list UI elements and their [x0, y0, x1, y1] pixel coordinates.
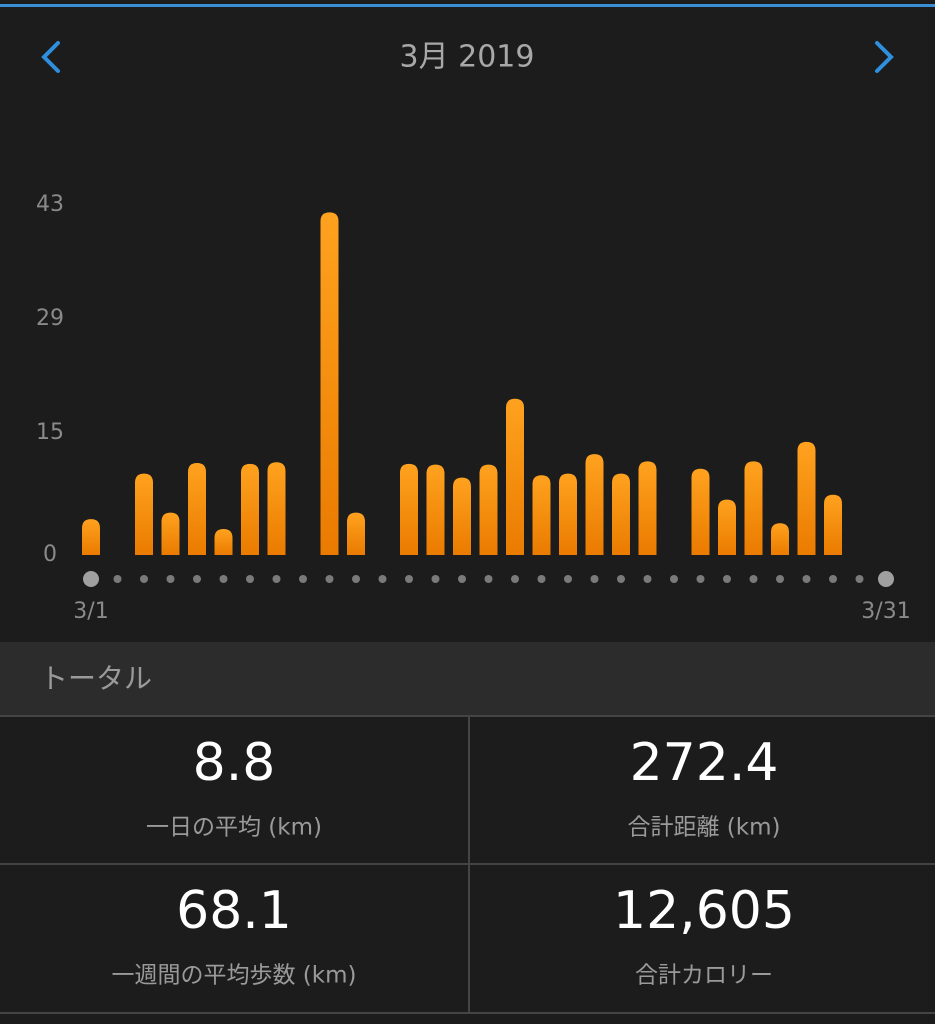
total-label: 一週間の平均歩数 (km): [112, 963, 357, 989]
day-dot: [855, 575, 864, 583]
day-dot: [272, 575, 281, 583]
bar: [453, 477, 471, 555]
top-accent: [0, 4, 935, 7]
day-dot: [537, 575, 546, 583]
day-dot: [878, 571, 894, 587]
x-tick-label: 3/1: [73, 599, 108, 624]
day-dot: [829, 575, 837, 583]
day-dot: [140, 575, 148, 583]
day-dot: [113, 575, 122, 583]
day-dot: [83, 571, 99, 587]
y-tick-label: 43: [36, 192, 64, 217]
day-dot: [219, 575, 228, 583]
prev-arrow[interactable]: [41, 41, 60, 73]
day-dot: [749, 575, 758, 583]
bar: [585, 454, 604, 555]
day-dot: [643, 575, 652, 583]
bar: [479, 464, 498, 555]
bar: [320, 212, 339, 556]
day-dot: [776, 575, 784, 583]
bar: [797, 441, 816, 555]
total-value: 12,605: [613, 881, 795, 941]
day-dot: [511, 575, 519, 583]
bar: [82, 519, 100, 555]
section-title: トータル: [40, 662, 152, 695]
bar: [241, 463, 259, 555]
day-dot: [166, 575, 175, 583]
day-dot: [617, 575, 625, 583]
bar: [400, 463, 418, 555]
total-label: 合計距離 (km): [628, 815, 781, 841]
day-dot: [246, 575, 254, 583]
day-dot: [484, 575, 493, 583]
bar: [718, 499, 736, 555]
bar: [267, 462, 286, 555]
bar: [638, 461, 657, 555]
day-dot: [802, 575, 811, 583]
month-title: 3月 2019: [400, 40, 535, 75]
y-tick-label: 15: [36, 420, 64, 445]
day-dot: [670, 575, 678, 583]
day-dot: [299, 575, 307, 583]
day-dot: [378, 575, 387, 583]
bar: [347, 512, 365, 555]
total-label: 合計カロリー: [635, 963, 773, 989]
day-dot: [696, 575, 705, 583]
bar: [506, 398, 524, 555]
bar: [426, 464, 445, 555]
bar: [612, 473, 630, 555]
bar: [161, 512, 180, 555]
total-value: 68.1: [176, 881, 292, 941]
next-arrow[interactable]: [875, 41, 894, 73]
y-tick-label: 29: [36, 306, 64, 331]
day-dot: [193, 575, 201, 583]
bar: [744, 461, 763, 555]
bar: [824, 494, 842, 555]
total-value: 8.8: [193, 733, 276, 793]
y-tick-label: 0: [43, 542, 57, 567]
bar: [559, 473, 577, 555]
day-dot: [431, 575, 440, 583]
bar: [214, 528, 233, 555]
day-dot: [325, 575, 334, 583]
day-dot: [458, 575, 466, 583]
bar: [771, 523, 789, 555]
day-dot: [352, 575, 360, 583]
day-dot: [564, 575, 572, 583]
section-header: [0, 642, 935, 716]
day-dot: [405, 575, 413, 583]
x-tick-label: 3/31: [861, 599, 910, 624]
total-label: 一日の平均 (km): [146, 815, 322, 841]
total-value: 272.4: [630, 733, 779, 793]
bar: [532, 475, 551, 555]
bar: [135, 473, 153, 555]
day-dot: [723, 575, 731, 583]
bar: [691, 468, 710, 555]
day-dot: [590, 575, 599, 583]
bar: [188, 463, 206, 555]
